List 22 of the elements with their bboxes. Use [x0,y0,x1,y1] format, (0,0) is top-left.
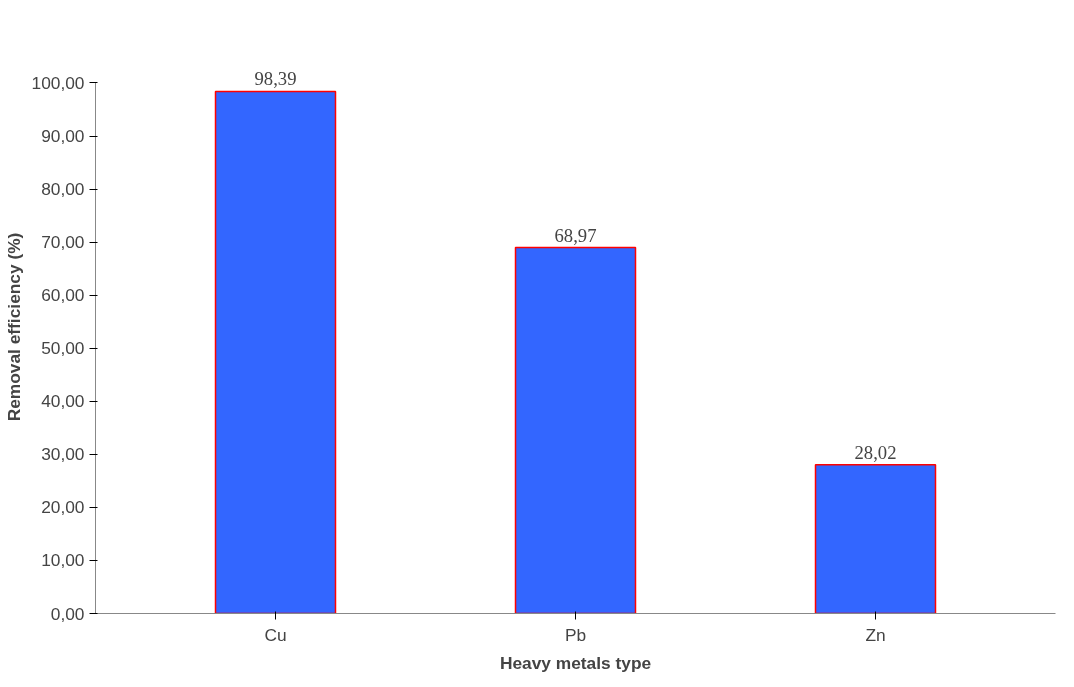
y-tick-label: 60,00 [41,285,85,306]
y-tick-label: 50,00 [41,338,85,359]
y-tick-label: 30,00 [41,444,85,465]
y-axis-title: Removal efficiency (%) [3,232,24,422]
y-tick-label: 0,00 [50,603,85,624]
y-tick-label: 100,00 [31,72,85,93]
data-label: 98,39 [254,68,297,90]
y-tick-label: 20,00 [41,497,85,518]
data-label: 68,97 [554,224,597,246]
y-tick-label: 90,00 [41,126,85,146]
x-axis-title: Heavy metals type [499,652,652,673]
y-tick-label: 10,00 [41,550,85,571]
bar [214,90,337,614]
bar [514,246,637,614]
x-tick-label: Pb [564,624,587,645]
data-label: 28,02 [854,441,897,463]
x-tick-label: Cu [264,624,287,645]
x-tick-label: Zn [865,624,886,645]
y-tick-label: 70,00 [41,232,85,253]
y-tick-label: 40,00 [41,391,85,412]
y-tick-label: 80,00 [41,179,85,200]
bar [814,464,937,614]
